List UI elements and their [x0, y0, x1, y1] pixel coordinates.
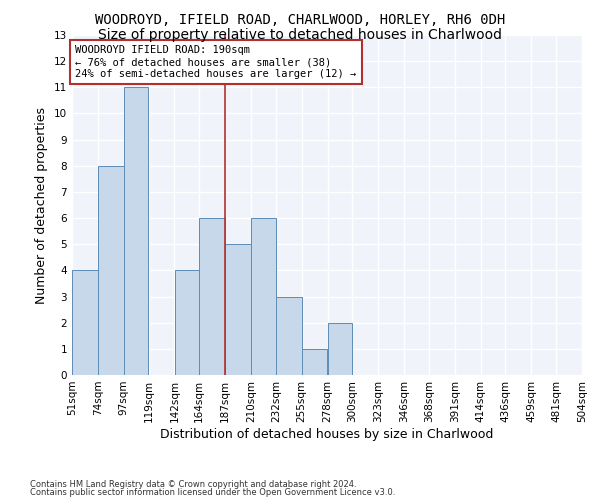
Text: Contains public sector information licensed under the Open Government Licence v3: Contains public sector information licen… — [30, 488, 395, 497]
Bar — [276, 296, 302, 375]
Bar — [225, 244, 251, 375]
Text: WOODROYD, IFIELD ROAD, CHARLWOOD, HORLEY, RH6 0DH: WOODROYD, IFIELD ROAD, CHARLWOOD, HORLEY… — [95, 12, 505, 26]
Bar — [302, 349, 328, 375]
Text: Size of property relative to detached houses in Charlwood: Size of property relative to detached ho… — [98, 28, 502, 42]
Bar — [175, 270, 199, 375]
Bar — [328, 322, 352, 375]
Y-axis label: Number of detached properties: Number of detached properties — [35, 106, 49, 304]
Bar — [199, 218, 225, 375]
Bar — [72, 270, 98, 375]
Bar — [124, 88, 148, 375]
Bar — [251, 218, 275, 375]
X-axis label: Distribution of detached houses by size in Charlwood: Distribution of detached houses by size … — [160, 428, 494, 440]
Text: WOODROYD IFIELD ROAD: 190sqm
← 76% of detached houses are smaller (38)
24% of se: WOODROYD IFIELD ROAD: 190sqm ← 76% of de… — [76, 46, 356, 78]
Bar — [98, 166, 124, 375]
Text: Contains HM Land Registry data © Crown copyright and database right 2024.: Contains HM Land Registry data © Crown c… — [30, 480, 356, 489]
